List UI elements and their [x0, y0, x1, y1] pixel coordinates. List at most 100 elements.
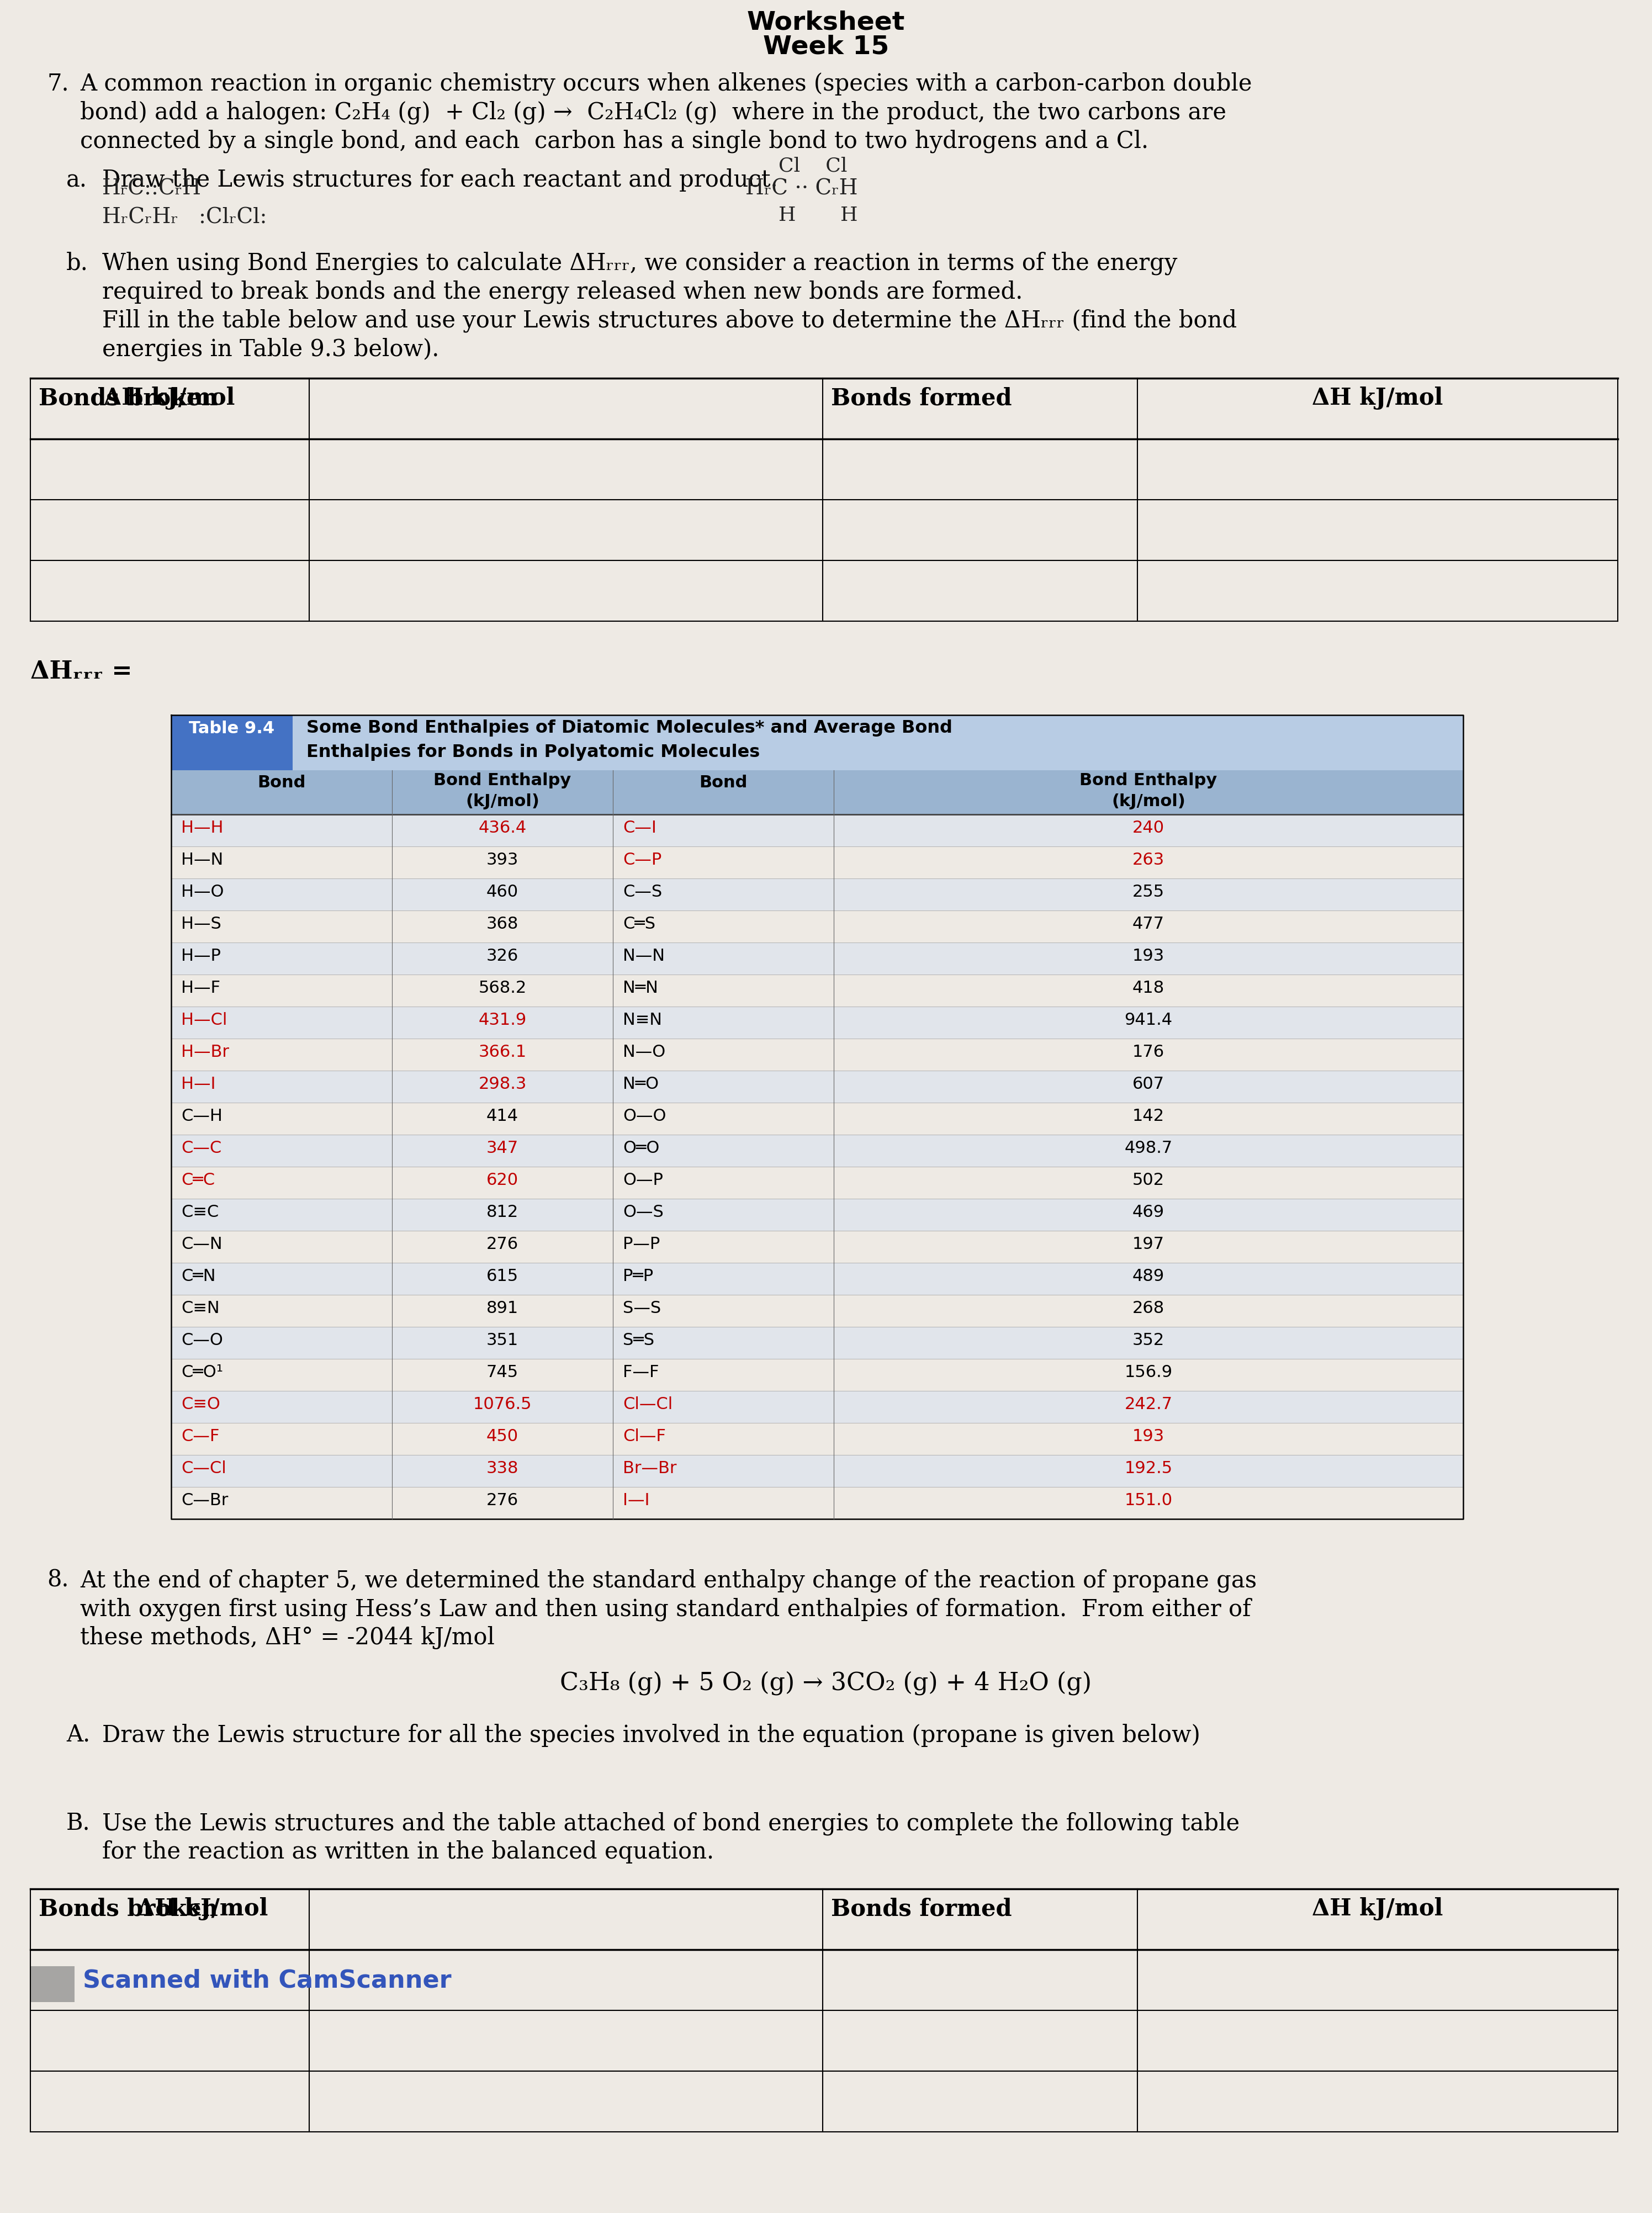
Text: 477: 477 — [1132, 916, 1165, 932]
Text: 489: 489 — [1132, 1268, 1165, 1284]
Text: 891: 891 — [486, 1301, 519, 1317]
Text: N═O: N═O — [623, 1076, 659, 1093]
Text: 366.1: 366.1 — [479, 1045, 527, 1060]
Text: 607: 607 — [1132, 1076, 1165, 1093]
Text: 418: 418 — [1132, 980, 1165, 996]
Text: 368: 368 — [486, 916, 519, 932]
Bar — [172, 1135, 1464, 1166]
Text: (kJ/mol): (kJ/mol) — [466, 794, 540, 810]
Text: H—O: H—O — [182, 883, 225, 901]
Text: N—O: N—O — [623, 1045, 666, 1060]
Text: Bond: Bond — [699, 775, 747, 790]
Text: Some Bond Enthalpies of Diatomic Molecules* and Average Bond: Some Bond Enthalpies of Diatomic Molecul… — [306, 719, 953, 737]
Text: 620: 620 — [486, 1173, 519, 1188]
Text: A common reaction in organic chemistry occurs when alkenes (species with a carbo: A common reaction in organic chemistry o… — [79, 71, 1252, 95]
Text: Bonds broken: Bonds broken — [38, 387, 218, 409]
Text: Week 15: Week 15 — [763, 33, 889, 60]
Text: N≡N: N≡N — [623, 1011, 662, 1029]
Text: C≡C: C≡C — [182, 1204, 218, 1219]
Text: 450: 450 — [486, 1427, 519, 1445]
Text: H—Cl: H—Cl — [182, 1011, 226, 1029]
Text: Worksheet: Worksheet — [747, 9, 905, 35]
Text: ΔH kJ/mol: ΔH kJ/mol — [137, 1897, 268, 1921]
Text: Use the Lewis structures and the table attached of bond energies to complete the: Use the Lewis structures and the table a… — [102, 1812, 1239, 1835]
Text: C—Cl: C—Cl — [182, 1461, 226, 1476]
Text: 469: 469 — [1132, 1204, 1165, 1219]
Bar — [172, 1264, 1464, 1295]
Text: 276: 276 — [486, 1237, 519, 1253]
Bar — [30, 1965, 74, 2003]
Text: connected by a single bond, and each  carbon has a single bond to two hydrogens : connected by a single bond, and each car… — [79, 128, 1148, 153]
Text: H—H: H—H — [182, 821, 223, 837]
Text: b.: b. — [66, 252, 88, 274]
Text: C₃H₈ (g) + 5 O₂ (g) → 3CO₂ (g) + 4 H₂O (g): C₃H₈ (g) + 5 O₂ (g) → 3CO₂ (g) + 4 H₂O (… — [560, 1671, 1092, 1695]
Text: N═N: N═N — [623, 980, 657, 996]
Text: 745: 745 — [486, 1365, 519, 1381]
Text: Bonds formed: Bonds formed — [831, 387, 1013, 409]
Text: 352: 352 — [1132, 1332, 1165, 1348]
Text: 276: 276 — [486, 1492, 519, 1509]
Text: 326: 326 — [486, 947, 519, 965]
Text: ΔH kJ/mol: ΔH kJ/mol — [1312, 1897, 1444, 1921]
Text: O—P: O—P — [623, 1173, 662, 1188]
Text: energies in Table 9.3 below).: energies in Table 9.3 below). — [102, 336, 439, 361]
Text: 176: 176 — [1132, 1045, 1165, 1060]
Text: C—P: C—P — [623, 852, 661, 867]
Text: 502: 502 — [1132, 1173, 1165, 1188]
Text: C—O: C—O — [182, 1332, 223, 1348]
Text: H—I: H—I — [182, 1076, 216, 1093]
Text: Br—Br: Br—Br — [623, 1461, 677, 1476]
Text: H—S: H—S — [182, 916, 221, 932]
Text: I—I: I—I — [623, 1492, 649, 1509]
Text: 268: 268 — [1132, 1301, 1165, 1317]
Text: Scanned with CamScanner: Scanned with CamScanner — [83, 1970, 451, 1992]
Text: Bond: Bond — [258, 775, 306, 790]
Text: H—P: H—P — [182, 947, 221, 965]
Text: At the end of chapter 5, we determined the standard enthalpy change of the react: At the end of chapter 5, we determined t… — [79, 1569, 1257, 1591]
Bar — [172, 1454, 1464, 1487]
Text: H—F: H—F — [182, 980, 220, 996]
Text: 8.: 8. — [46, 1569, 69, 1591]
Text: 414: 414 — [486, 1109, 519, 1124]
Text: 460: 460 — [486, 883, 519, 901]
Text: bond) add a halogen: C₂H₄ (g)  + Cl₂ (g) →  C₂H₄Cl₂ (g)  where in the product, t: bond) add a halogen: C₂H₄ (g) + Cl₂ (g) … — [79, 100, 1226, 124]
Text: 156.9: 156.9 — [1125, 1365, 1173, 1381]
Text: C≡N: C≡N — [182, 1301, 220, 1317]
Text: Bond Enthalpy: Bond Enthalpy — [1080, 772, 1218, 788]
Text: C—F: C—F — [182, 1427, 220, 1445]
Text: C—S: C—S — [623, 883, 662, 901]
Text: 193: 193 — [1132, 1427, 1165, 1445]
Text: C—N: C—N — [182, 1237, 223, 1253]
Text: Draw the Lewis structures for each reactant and product.: Draw the Lewis structures for each react… — [102, 168, 778, 193]
Text: 197: 197 — [1132, 1237, 1165, 1253]
Text: 338: 338 — [486, 1461, 519, 1476]
Text: Bond Enthalpy: Bond Enthalpy — [433, 772, 572, 788]
Bar — [172, 943, 1464, 974]
Bar — [172, 715, 1464, 770]
Text: Enthalpies for Bonds in Polyatomic Molecules: Enthalpies for Bonds in Polyatomic Molec… — [306, 744, 760, 761]
Bar — [172, 1390, 1464, 1423]
Text: H       H: H H — [778, 206, 857, 226]
Text: P—P: P—P — [623, 1237, 659, 1253]
Text: 263: 263 — [1132, 852, 1165, 867]
Text: C═S: C═S — [623, 916, 656, 932]
Text: O═O: O═O — [623, 1140, 659, 1155]
Text: 568.2: 568.2 — [479, 980, 527, 996]
Text: 498.7: 498.7 — [1125, 1140, 1173, 1155]
Text: required to break bonds and the energy released when new bonds are formed.: required to break bonds and the energy r… — [102, 279, 1023, 303]
Bar — [172, 715, 292, 770]
Bar — [172, 1328, 1464, 1359]
Text: HᵣCᵣHᵣ   :ClᵣCl:: HᵣCᵣHᵣ :ClᵣCl: — [102, 208, 268, 228]
Text: C—I: C—I — [623, 821, 656, 837]
Text: F—F: F—F — [623, 1365, 659, 1381]
Text: Draw the Lewis structure for all the species involved in the equation (propane i: Draw the Lewis structure for all the spe… — [102, 1724, 1201, 1746]
Text: 151.0: 151.0 — [1125, 1492, 1173, 1509]
Text: (kJ/mol): (kJ/mol) — [1112, 794, 1186, 810]
Text: ΔH kJ/mol: ΔH kJ/mol — [1312, 387, 1444, 409]
Text: Bonds formed: Bonds formed — [831, 1897, 1013, 1921]
Text: ΔH kJ/mol: ΔH kJ/mol — [104, 387, 235, 409]
Text: Fill in the table below and use your Lewis structures above to determine the ΔHᵣ: Fill in the table below and use your Lew… — [102, 308, 1237, 332]
Bar — [172, 1007, 1464, 1038]
Text: 7.: 7. — [46, 71, 69, 95]
Text: N—N: N—N — [623, 947, 664, 965]
